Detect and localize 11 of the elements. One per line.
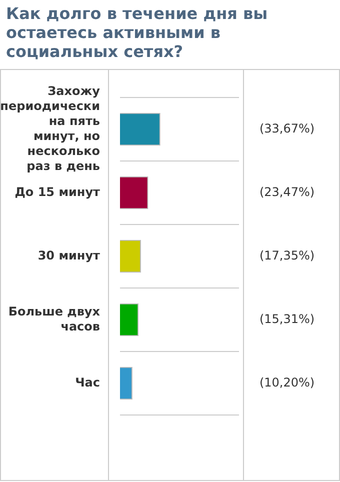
y-tick-label: Больше двух часов: [8, 304, 100, 334]
data-label: (10,20%): [259, 375, 315, 390]
y-tick-label: До 15 минут: [14, 184, 100, 199]
data-label: (23,47%): [259, 184, 315, 199]
chart-title: Как долго в течение дня вы остаетесь активными в социальных сетях?: [5, 3, 269, 63]
y-tick-label: Захожу периодически на пять минут, но несколько раз в день: [0, 84, 100, 173]
data-label: (33,67%): [259, 121, 315, 136]
data-label: (17,35%): [259, 248, 315, 262]
y-tick-label: Час: [75, 375, 100, 390]
y-tick-label: 30 минут: [38, 248, 100, 262]
data-label: (15,31%): [259, 312, 315, 326]
